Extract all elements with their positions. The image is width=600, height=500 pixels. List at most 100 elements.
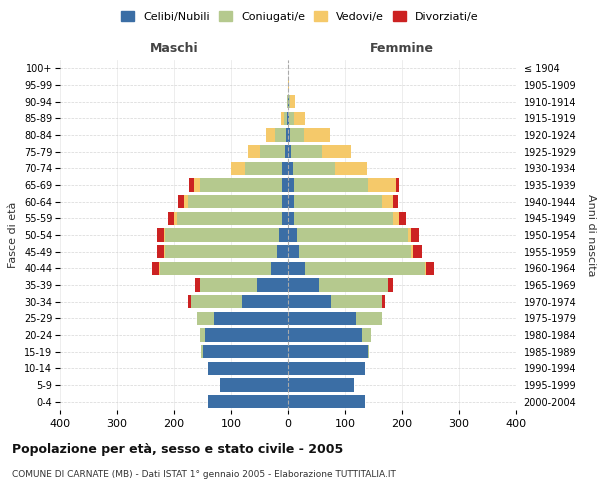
Bar xyxy=(290,95,295,108)
Bar xyxy=(288,378,353,392)
Bar xyxy=(188,195,283,208)
Bar xyxy=(286,128,288,141)
Bar xyxy=(242,295,288,308)
Bar xyxy=(394,195,398,208)
Bar xyxy=(166,245,277,258)
Bar xyxy=(284,112,287,125)
Bar xyxy=(294,112,305,125)
Bar xyxy=(191,295,242,308)
Bar xyxy=(425,262,426,275)
Bar xyxy=(280,228,288,241)
Bar xyxy=(285,145,288,158)
Text: COMUNE DI CARNATE (MB) - Dati ISTAT 1° gennaio 2005 - Elaborazione TUTTITALIA.IT: COMUNE DI CARNATE (MB) - Dati ISTAT 1° g… xyxy=(12,470,396,479)
Bar xyxy=(294,178,368,192)
Bar xyxy=(283,178,288,192)
Bar xyxy=(194,178,200,192)
Bar xyxy=(288,328,362,342)
Bar xyxy=(288,95,289,108)
Bar xyxy=(288,112,289,125)
Bar xyxy=(288,178,294,192)
Y-axis label: Anni di nascita: Anni di nascita xyxy=(586,194,596,276)
Bar xyxy=(410,245,413,258)
Bar xyxy=(160,262,271,275)
Bar xyxy=(304,128,329,141)
Bar xyxy=(288,278,319,291)
Bar xyxy=(331,295,382,308)
Y-axis label: Fasce di età: Fasce di età xyxy=(8,202,19,268)
Bar xyxy=(257,278,288,291)
Bar xyxy=(426,262,434,275)
Bar xyxy=(157,228,164,241)
Bar xyxy=(362,328,371,342)
Bar xyxy=(408,228,410,241)
Bar xyxy=(368,345,369,358)
Bar xyxy=(319,278,388,291)
Bar xyxy=(288,312,356,325)
Bar xyxy=(296,228,408,241)
Bar xyxy=(245,162,283,175)
Bar xyxy=(248,145,260,158)
Bar xyxy=(288,128,290,141)
Legend: Celibi/Nubili, Coniugati/e, Vedovi/e, Divorziati/e: Celibi/Nubili, Coniugati/e, Vedovi/e, Di… xyxy=(118,8,482,25)
Bar xyxy=(322,145,350,158)
Bar xyxy=(200,328,205,342)
Bar xyxy=(231,162,245,175)
Bar xyxy=(288,245,299,258)
Bar xyxy=(200,178,283,192)
Bar xyxy=(288,345,368,358)
Text: Maschi: Maschi xyxy=(149,42,199,55)
Bar xyxy=(283,162,288,175)
Bar xyxy=(305,262,425,275)
Bar xyxy=(288,162,293,175)
Bar xyxy=(283,212,288,225)
Bar xyxy=(195,278,200,291)
Bar xyxy=(288,262,305,275)
Bar xyxy=(197,312,214,325)
Bar xyxy=(275,128,286,141)
Bar xyxy=(202,345,203,358)
Bar xyxy=(397,178,399,192)
Bar xyxy=(271,262,288,275)
Bar xyxy=(410,228,419,241)
Bar xyxy=(287,112,288,125)
Bar xyxy=(157,245,164,258)
Bar xyxy=(214,312,288,325)
Bar xyxy=(293,162,335,175)
Bar xyxy=(178,195,184,208)
Bar xyxy=(158,262,160,275)
Bar xyxy=(394,212,399,225)
Bar xyxy=(208,362,288,375)
Bar xyxy=(164,228,166,241)
Bar xyxy=(288,78,289,92)
Bar xyxy=(287,95,288,108)
Bar xyxy=(288,212,294,225)
Bar xyxy=(281,112,284,125)
Bar xyxy=(205,328,288,342)
Bar xyxy=(188,295,191,308)
Bar xyxy=(208,395,288,408)
Bar xyxy=(277,245,288,258)
Bar xyxy=(166,228,280,241)
Bar xyxy=(168,212,174,225)
Bar xyxy=(288,228,296,241)
Text: Femmine: Femmine xyxy=(370,42,434,55)
Bar xyxy=(190,178,194,192)
Bar xyxy=(368,178,397,192)
Bar xyxy=(283,195,288,208)
Bar xyxy=(288,395,365,408)
Bar xyxy=(290,128,304,141)
Bar xyxy=(294,212,394,225)
Bar xyxy=(288,145,291,158)
Bar xyxy=(289,95,290,108)
Bar xyxy=(288,195,294,208)
Bar xyxy=(294,195,382,208)
Bar xyxy=(174,212,177,225)
Bar xyxy=(382,195,394,208)
Bar xyxy=(203,345,288,358)
Bar xyxy=(200,278,257,291)
Bar xyxy=(356,312,382,325)
Bar xyxy=(299,245,410,258)
Bar xyxy=(184,195,188,208)
Bar xyxy=(335,162,367,175)
Bar xyxy=(288,362,365,375)
